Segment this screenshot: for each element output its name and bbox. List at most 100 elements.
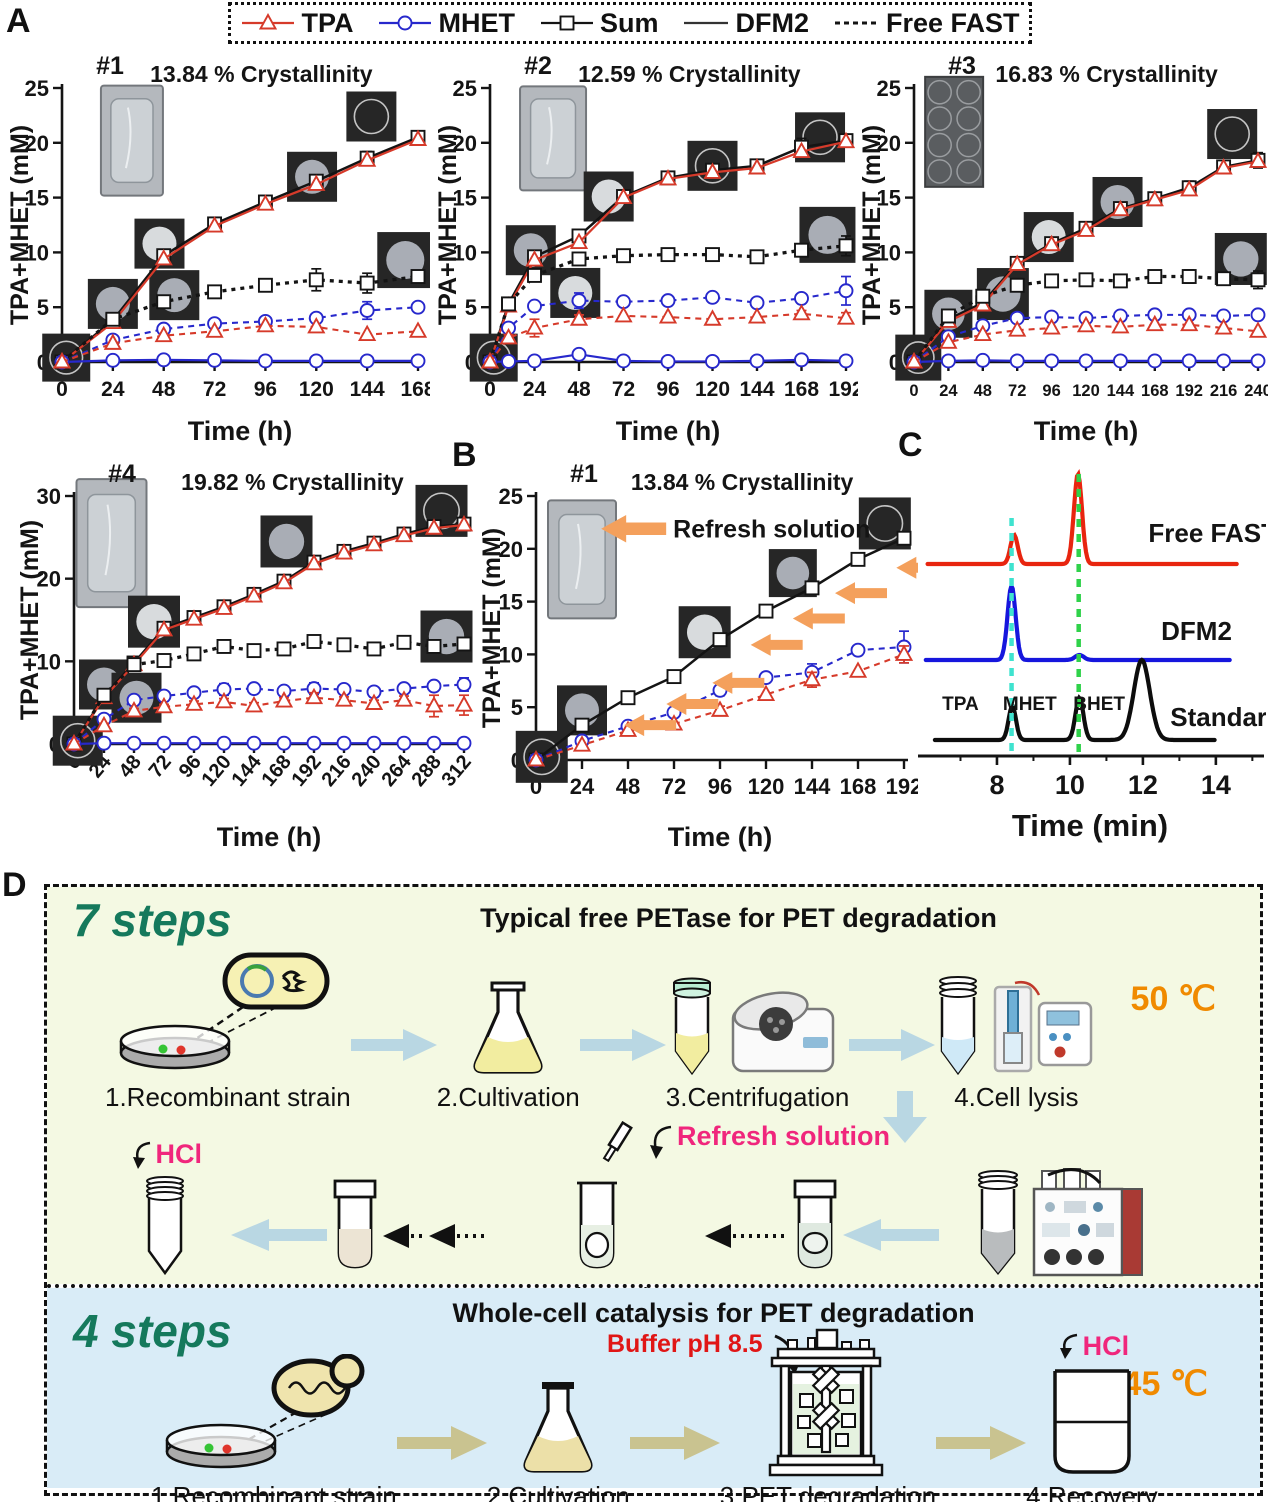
series-dfm2-tpa (480, 131, 856, 369)
right-arrow-tan-icon (396, 1426, 487, 1460)
vial-disc-icon (793, 1179, 837, 1269)
y-axis-label: TPA+MHET (mM) (478, 528, 506, 728)
section-divider (47, 1284, 1260, 1288)
x-axis-label: Time (min) (1012, 808, 1168, 843)
flow-arrow-down (883, 1091, 927, 1148)
beaker-icon (1053, 1369, 1131, 1474)
wc-step4-label: 4.Recovery (1026, 1481, 1158, 1502)
flow-arrow (396, 1426, 487, 1502)
series-free-fast-sum (66, 634, 472, 752)
sample-id: #1 (570, 460, 598, 488)
flow-arrow (842, 1219, 939, 1313)
x-tick-label: 168 (1141, 382, 1169, 400)
refresh-arrow-icon (712, 671, 765, 694)
y-tick-label: 10 (37, 649, 61, 674)
series-free-fast-sum (906, 269, 1266, 370)
legend-label: Free FAST (885, 7, 1020, 38)
refresh-arrow-icon (624, 714, 677, 737)
legend-label: Sum (599, 7, 659, 38)
flask-icon (523, 1382, 593, 1473)
series-free-fast-tpa (480, 303, 856, 369)
y-tick-label: 15 (453, 186, 477, 211)
y-tick-label: 20 (453, 131, 477, 156)
flow-arrow (936, 1426, 1027, 1502)
flow-arrow (230, 1219, 327, 1313)
refresh-arrow-icon (750, 633, 803, 656)
series-dfm2-mhet (482, 346, 854, 370)
temperature-45c: 45 ℃ (1122, 1365, 1208, 1403)
sample-photo (519, 85, 588, 192)
y-tick-label: 10 (877, 240, 901, 265)
series-dfm2-mhet (906, 352, 1266, 370)
sample-id: #4 (108, 460, 136, 488)
vial-beige-icon (333, 1179, 376, 1269)
left-arrow-icon (230, 1219, 327, 1251)
step2-label: 2.Cultivation (436, 1082, 580, 1112)
y-axis-label: TPA+MHET (mM) (434, 125, 462, 325)
flask-icon (473, 981, 543, 1074)
flow-arrow-dashed (704, 1221, 787, 1313)
x-tick-label: 96 (708, 774, 732, 799)
right-arrow-icon (849, 1029, 936, 1061)
legend-circle-icon (379, 15, 432, 31)
peak-label: MHET (1003, 694, 1057, 715)
sample-photo (99, 84, 164, 197)
sample-id: #1 (96, 52, 124, 80)
column-icon (977, 1170, 1018, 1276)
sample-photo (547, 499, 617, 620)
y-tick-label: 10 (499, 642, 523, 667)
crystallinity-title: 16.83 % Crystallinity (995, 61, 1218, 87)
four-steps-label: 4 steps (73, 1305, 232, 1357)
x-tick-label: 192 (288, 751, 326, 791)
x-tick-label: 48 (115, 751, 146, 782)
step-cultivation: 2.Cultivation (437, 975, 580, 1113)
x-tick-label: 216 (318, 751, 356, 791)
step3-label: 3.Centrifugation (665, 1082, 850, 1112)
sample-photo (924, 75, 985, 188)
wc-step1-label: 1.Recombinant strain (151, 1481, 397, 1502)
legend-item-sum: Sum (539, 7, 659, 39)
crystallinity-title: 12.59 % Crystallinity (578, 61, 801, 87)
y-tick-label: 5 (889, 295, 901, 320)
x-tick-label: 144 (739, 378, 774, 401)
sample-photo (1207, 109, 1258, 160)
series-dfm2-mhet (54, 352, 426, 370)
x-tick-label: 24 (939, 382, 958, 400)
x-tick-label: 48 (616, 774, 640, 799)
x-tick-label: 120 (695, 378, 730, 401)
petri-dish-yeast-icon (165, 1354, 365, 1469)
step-pet-degradation-wc: 3.PET degradation (720, 1328, 936, 1502)
x-tick-label: 48 (152, 378, 176, 401)
step-petase-purification: 5.PETase purification (939, 1165, 1183, 1313)
y-tick-label: 20 (499, 537, 523, 562)
y-tick-label: 15 (877, 186, 901, 211)
pipette-icon (602, 1121, 633, 1163)
falcon-tube-lysate-icon (939, 976, 978, 1076)
sample-photo (799, 206, 856, 263)
x-tick-label: 72 (145, 751, 176, 782)
curved-arrow-icon (132, 1141, 150, 1169)
y-axis-label: TPA+MHET (mM) (16, 520, 44, 720)
x-tick-label: 192 (886, 774, 918, 799)
x-axis-label: Time (h) (616, 416, 721, 446)
x-tick-label: 72 (612, 378, 635, 401)
petri-dish-bacterium-icon (119, 952, 330, 1070)
refresh-arrow-icon (666, 693, 719, 716)
step-cultivation-wc: 2.Cultivation (487, 1374, 630, 1502)
x-tick-label: 48 (567, 378, 591, 401)
legend-item-free-fast: Free FAST (833, 8, 1020, 39)
buffer-label: Buffer pH 8.5 (607, 1330, 763, 1358)
peak-label: BHET (1073, 694, 1125, 715)
crystallinity-title: 13.84 % Crystallinity (150, 61, 373, 87)
x-tick-label: 0 (909, 382, 918, 400)
x-tick-label: 48 (974, 382, 992, 400)
refresh-arrow-icon (792, 607, 845, 630)
trace-free-fast (925, 469, 1239, 567)
y-tick-label: 25 (25, 76, 49, 101)
legend-item-mhet: MHET (377, 8, 515, 39)
centrifuge-icon (731, 991, 834, 1073)
y-tick-label: 20 (37, 567, 61, 592)
sample-id: #3 (948, 52, 976, 80)
figure-legend: TPA MHET Sum DFM2 Free FAST (228, 2, 1032, 44)
x-tick-label: 264 (378, 750, 417, 790)
